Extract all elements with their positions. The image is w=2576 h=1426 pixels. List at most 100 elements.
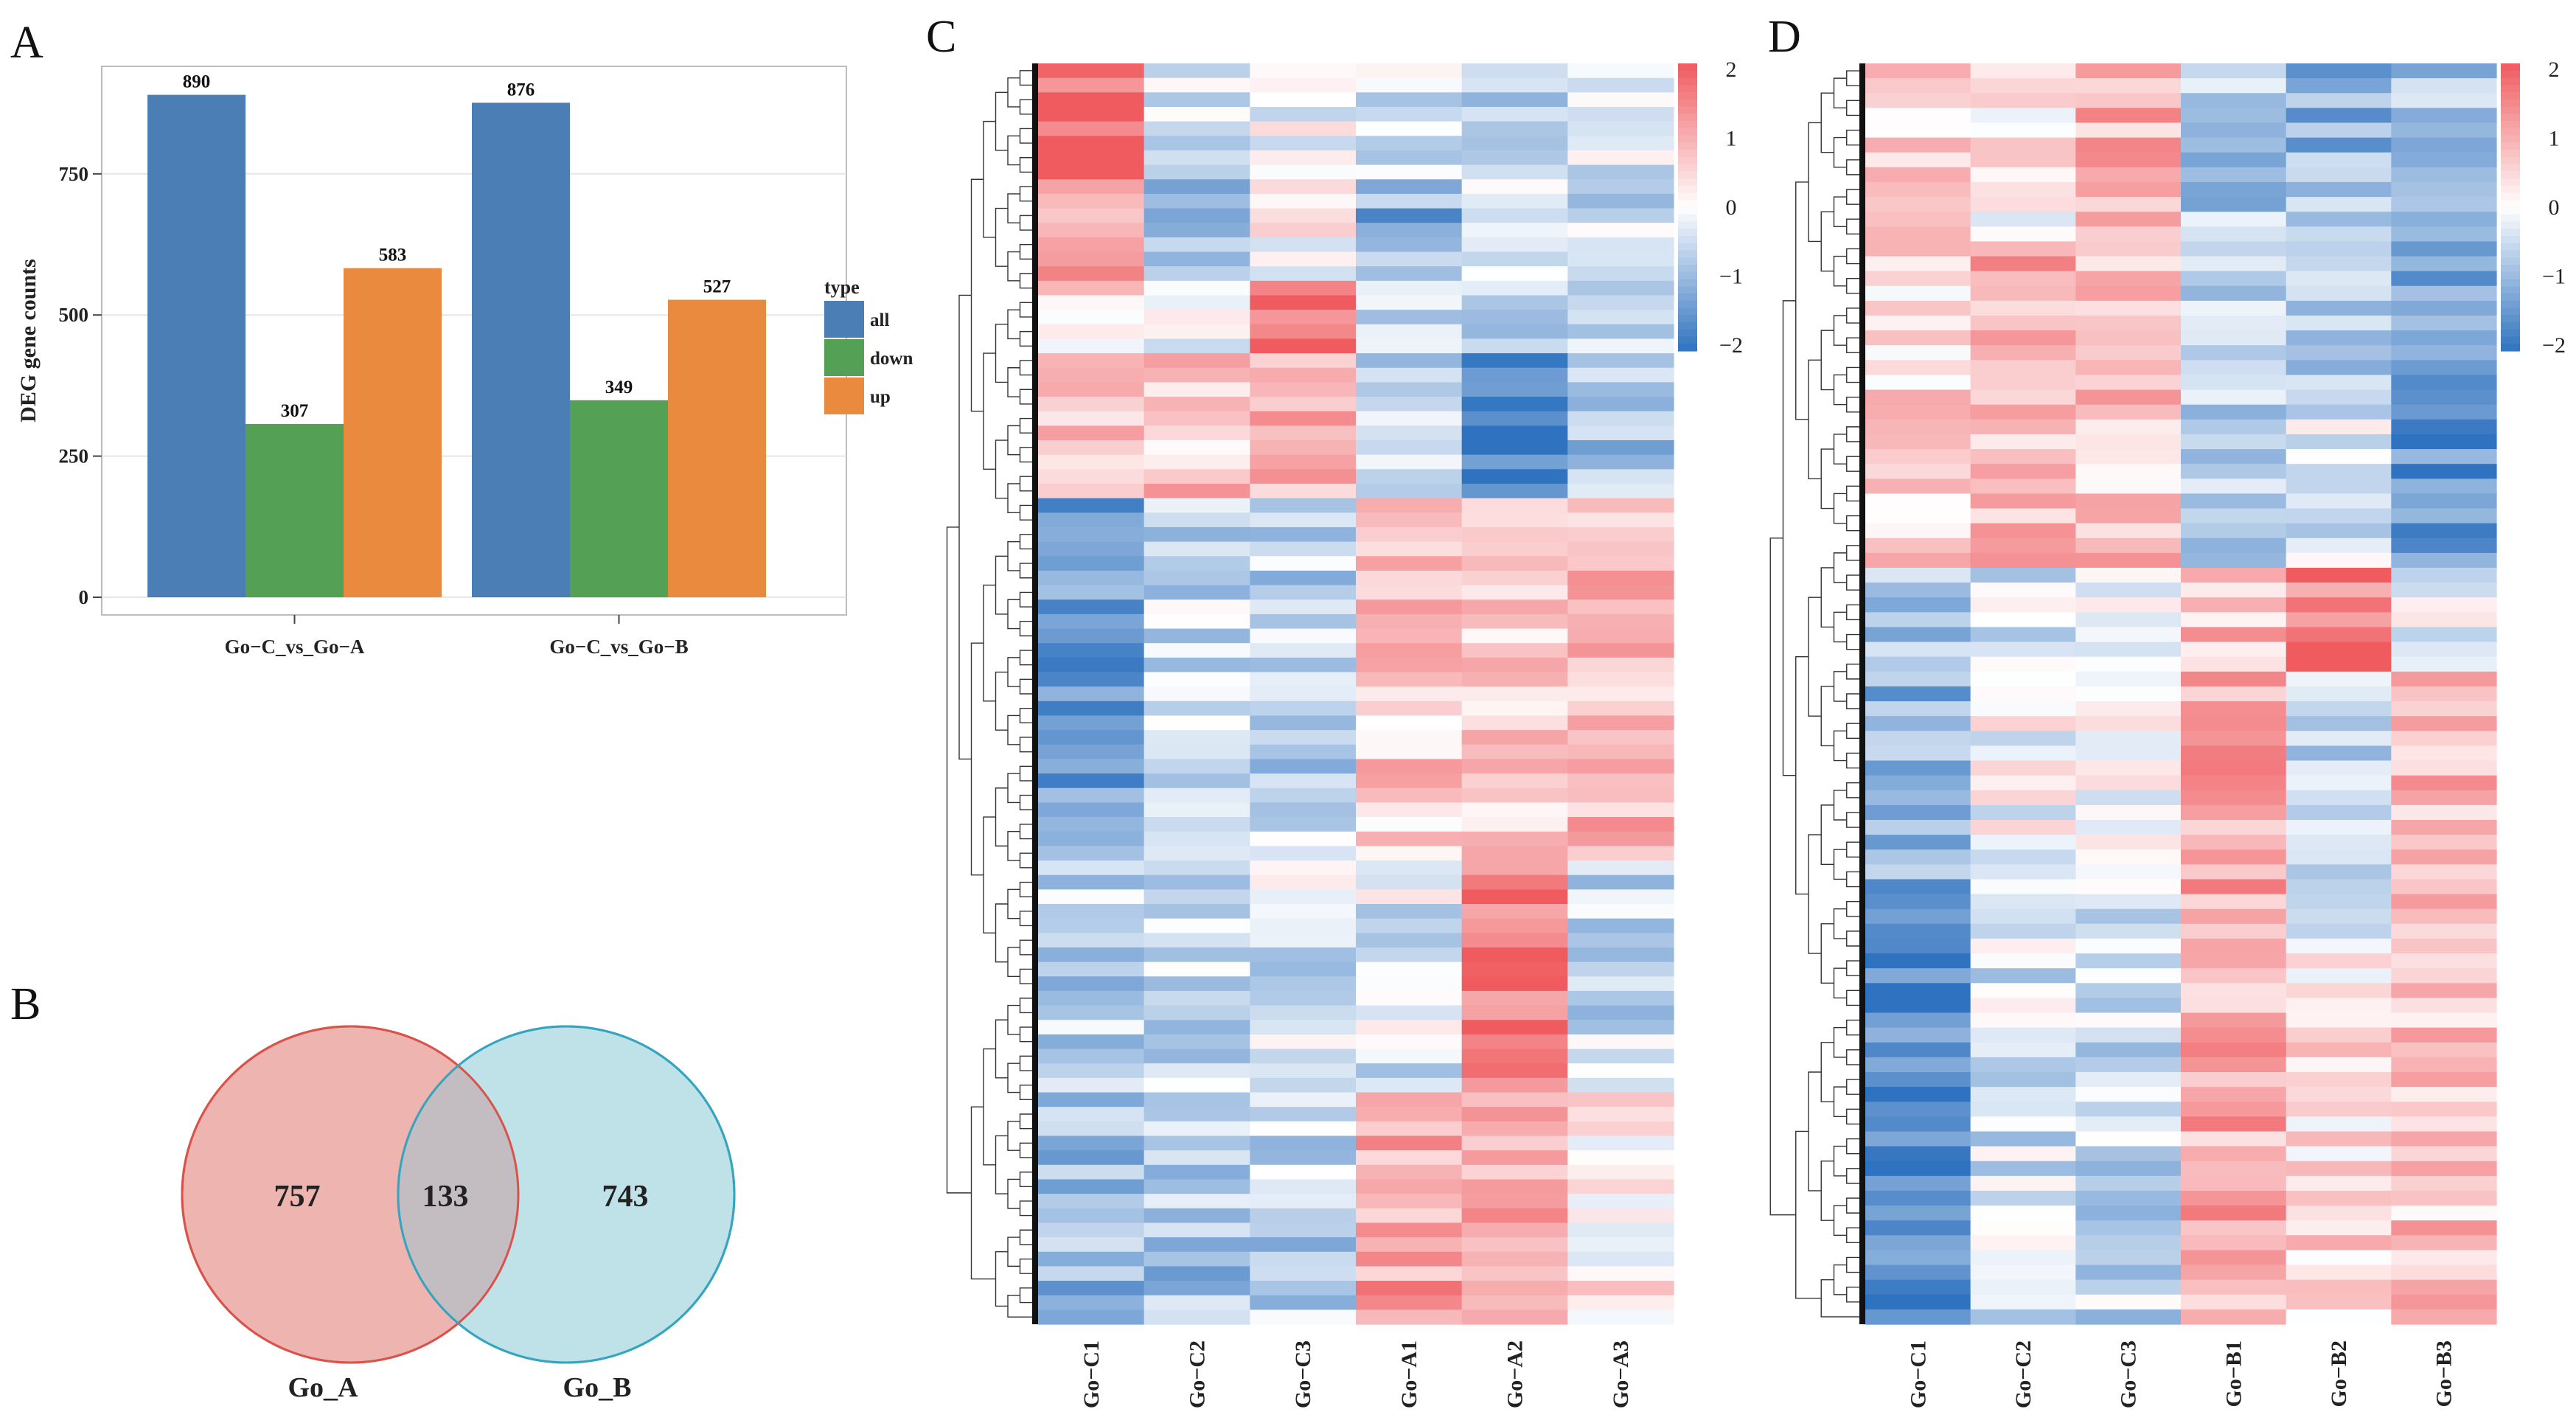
heat-cell [2075, 538, 2182, 554]
heat-cell [2391, 1294, 2497, 1310]
heat-cell [1461, 353, 1568, 369]
heat-cell [1038, 367, 1145, 383]
heat-cell [2075, 879, 2182, 895]
heat-cell [1356, 1251, 1463, 1267]
heat-cell [1143, 193, 1250, 209]
dendrogram-branch [1820, 92, 1834, 153]
heat-cell [1865, 835, 1971, 850]
heat-cell [1970, 1279, 2076, 1295]
heat-cell [1143, 295, 1250, 310]
heat-cell [1356, 744, 1463, 760]
colorbar-segment [2501, 279, 2520, 287]
heat-cell [2286, 923, 2392, 939]
heat-cell [1970, 790, 2076, 806]
heat-cell [1250, 1005, 1357, 1020]
heat-cell [1038, 484, 1145, 499]
heat-cell [1865, 1309, 1971, 1325]
heatmap-d-dendrogram [1769, 70, 1859, 1318]
heat-cell [1461, 1135, 1568, 1151]
heat-column-label: Go−B3 [2432, 1340, 2457, 1407]
heat-cell [1567, 831, 1674, 846]
heat-cell [2181, 1027, 2287, 1043]
heat-cell [1250, 686, 1357, 702]
heat-cell [2075, 1235, 2182, 1251]
heat-cell [1461, 556, 1568, 571]
dendrogram-branch [1019, 737, 1032, 753]
heat-cell [2286, 701, 2392, 717]
dendrogram-branch [1846, 931, 1859, 947]
dendrogram-branch [1019, 273, 1032, 289]
dendrogram-branch [1019, 824, 1032, 840]
heat-cell [1356, 136, 1463, 151]
heat-cell [2391, 1116, 2497, 1133]
colorbar-segment [1678, 293, 1697, 302]
heat-cell [1356, 106, 1463, 122]
heat-cell [2391, 612, 2497, 628]
heat-cell [1567, 1295, 1674, 1310]
heat-cell [1461, 990, 1568, 1006]
panel-label-d: D [1768, 12, 1801, 62]
heat-cell [1356, 310, 1463, 325]
heat-cell [1250, 251, 1357, 267]
heat-cell [1865, 923, 1971, 939]
heat-cell [2286, 330, 2392, 346]
heat-cell [2075, 1190, 2182, 1206]
heat-cell [2181, 508, 2287, 524]
heat-cell [1038, 990, 1145, 1006]
heat-cell [1356, 63, 1463, 79]
heat-cell [1461, 411, 1568, 426]
dendrogram-branch [1833, 196, 1847, 227]
dendrogram-branch [1007, 947, 1020, 977]
heat-cell [2075, 582, 2182, 598]
heatmap-c-cells [1032, 63, 1674, 1325]
heat-cell [1356, 541, 1463, 557]
heat-cell [1143, 484, 1250, 499]
heat-cell [1356, 1208, 1463, 1224]
dendrogram-branch [1846, 426, 1859, 442]
heat-cell [1865, 1027, 1971, 1043]
heat-cell [1250, 1150, 1357, 1166]
heat-cell [2286, 849, 2392, 865]
heat-cell [2391, 998, 2497, 1014]
dendrogram-branch [1846, 1197, 1859, 1214]
heat-cell [2391, 1146, 2497, 1162]
dendrogram-branch [995, 787, 1008, 847]
heat-cell [1143, 136, 1250, 151]
heat-cell [1970, 938, 2076, 954]
heat-cell [2286, 938, 2392, 954]
heat-cell [1865, 108, 1971, 124]
heat-cell [2181, 464, 2287, 479]
heat-cell [2181, 1265, 2287, 1281]
colorbar-segment [2501, 307, 2520, 316]
heat-cell [1461, 150, 1568, 166]
heat-cell [2391, 641, 2497, 658]
heat-cell [2286, 1175, 2392, 1192]
heat-cell [2181, 1131, 2287, 1147]
heat-cell [1567, 672, 1674, 687]
heat-cell [1038, 1310, 1145, 1325]
heat-cell [1970, 271, 2076, 287]
dendrogram-branch [958, 294, 972, 760]
heat-cell [1250, 1208, 1357, 1224]
heat-cell [1250, 947, 1357, 963]
heat-cell [2286, 78, 2392, 94]
heat-cell [2391, 938, 2497, 954]
heat-cell [2391, 93, 2497, 108]
heat-cell [2075, 716, 2182, 731]
heat-cell [1865, 152, 1971, 168]
bar-value-labels: 890 307 583 876 349 527 [183, 72, 731, 421]
heat-cell [2286, 212, 2392, 227]
heat-cell [1461, 1077, 1568, 1093]
heat-column-label: Go−A1 [1397, 1340, 1421, 1408]
dendrogram-branch [1782, 300, 1796, 776]
heat-cell [2391, 983, 2497, 999]
heat-cell [1356, 1121, 1463, 1137]
heat-cell [2286, 804, 2392, 821]
heat-cell [2286, 1131, 2392, 1147]
heat-cell [1250, 1310, 1357, 1325]
heat-cell [1250, 1020, 1357, 1035]
heat-cell [2286, 1190, 2392, 1206]
heat-cell [1461, 599, 1568, 615]
colorbar-segment [2501, 336, 2520, 344]
dendrogram-branch [1019, 939, 1032, 956]
